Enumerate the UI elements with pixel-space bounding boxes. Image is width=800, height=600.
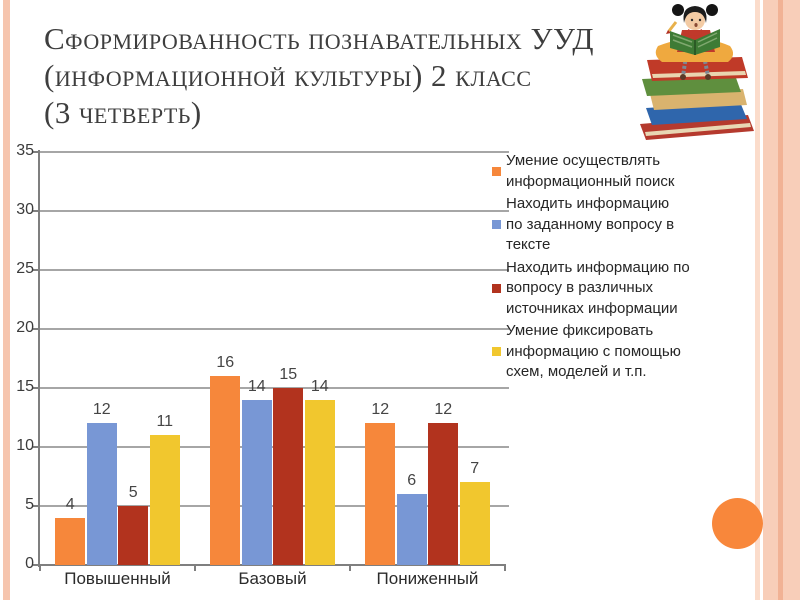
chart-legend: Умение осуществлять информационный поиск Н…	[492, 151, 730, 383]
value-label-s0-c1: 16	[216, 354, 235, 372]
legend-label-3: Умение фиксировать информацию с помощью сх…	[506, 322, 681, 380]
y-tick-0	[33, 564, 40, 566]
y-tick-5	[33, 505, 40, 507]
value-label-s3-c0: 11	[156, 413, 174, 431]
gridline-35	[40, 151, 509, 153]
legend-item-1: Находить информацию по заданному вопросу …	[492, 194, 730, 256]
category-label-1: Базовый	[238, 569, 307, 588]
value-label-s2-c2: 12	[434, 401, 453, 419]
value-label-s0-c2: 12	[371, 401, 390, 419]
x-tick-3	[504, 564, 506, 571]
legend-marker-icon-1	[492, 220, 501, 230]
y-tick-label-0: 0	[25, 555, 34, 572]
bar-s2-c2	[428, 423, 459, 565]
slide-title: Сформированность познавательных УУД (инф…	[44, 20, 654, 131]
legend-label-0: Умение осуществлять информационный поиск	[506, 152, 675, 190]
value-label-s1-c0: 12	[92, 401, 111, 419]
x-tick-1	[194, 564, 196, 571]
y-tick-30	[33, 210, 40, 212]
value-label-s3-c2: 7	[470, 460, 480, 478]
y-tick-label-15: 15	[16, 378, 34, 395]
slide-title-line-3: (3 четверть)	[44, 95, 202, 130]
y-tick-15	[33, 387, 40, 389]
category-label-0: Повышенный	[64, 569, 171, 588]
legend-marker-icon-0	[492, 167, 501, 176]
slide-title-line-2: (информационной культуры) 2 класс	[44, 58, 532, 93]
value-label-s0-c0: 4	[65, 495, 75, 513]
legend-label-2: Находить информацию по вопросу в различны…	[506, 258, 690, 317]
y-tick-10	[33, 446, 40, 448]
accent-circle	[712, 498, 763, 549]
bar-s3-c0	[149, 435, 180, 565]
category-label-2: Пониженный	[376, 569, 479, 588]
bar-s1-c1	[241, 399, 272, 565]
bar-s3-c2	[459, 482, 490, 565]
legend-item-2: Находить информацию по вопросу в различны…	[492, 258, 730, 320]
y-tick-label-20: 20	[16, 319, 34, 336]
y-tick-25	[33, 269, 40, 271]
bar-s1-c0	[86, 423, 117, 565]
legend-marker-icon-3	[492, 347, 501, 357]
bar-s0-c1	[210, 376, 241, 565]
gridline-30	[40, 210, 509, 212]
value-label-s3-c1: 14	[310, 377, 329, 395]
y-tick-label-5: 5	[25, 496, 34, 513]
y-tick-label-30: 30	[16, 201, 34, 218]
y-tick-label-25: 25	[16, 260, 34, 277]
bar-s3-c1	[304, 399, 335, 565]
right-frame-thin-stripe	[755, 0, 760, 600]
x-tick-2	[349, 564, 351, 571]
slide-title-line-1: Сформированность познавательных УУД	[44, 21, 594, 56]
bar-s2-c1	[273, 388, 304, 565]
right-frame-inner-line	[778, 0, 783, 600]
girl-reading-books-illustration	[640, 4, 754, 140]
left-frame-stripe	[3, 0, 10, 600]
value-label-s2-c1: 15	[279, 366, 298, 383]
value-label-s1-c1: 14	[247, 377, 266, 395]
legend-marker-icon-2	[492, 283, 501, 293]
gridline-25	[40, 269, 509, 271]
y-tick-20	[33, 328, 40, 330]
bar-s2-c0	[118, 506, 149, 565]
gridline-20	[40, 328, 509, 330]
bar-s0-c2	[365, 423, 396, 565]
legend-label-1: Находить информацию по заданному вопросу …	[506, 195, 675, 253]
y-tick-label-10: 10	[16, 437, 34, 454]
y-tick-35	[33, 151, 40, 153]
legend-item-3: Умение фиксировать информацию с помощью сх…	[492, 321, 730, 383]
y-axis	[38, 150, 40, 567]
value-label-s1-c2: 6	[407, 472, 417, 490]
bar-s1-c2	[396, 494, 427, 565]
legend-item-0: Умение осуществлять информационный поиск	[492, 151, 730, 192]
y-tick-label-35: 35	[16, 142, 34, 159]
bar-s0-c0	[55, 517, 86, 565]
x-tick-0	[39, 564, 41, 571]
value-label-s2-c0: 5	[128, 484, 138, 501]
x-axis	[38, 564, 505, 566]
